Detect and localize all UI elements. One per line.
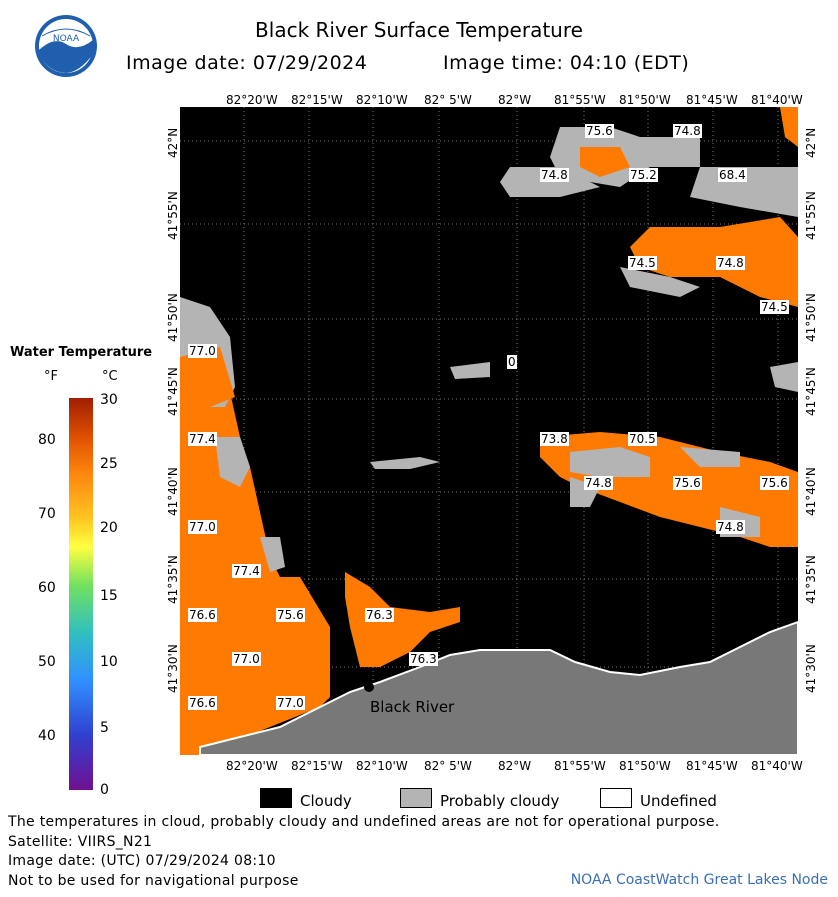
lon-label: 82°10'W xyxy=(356,93,408,107)
warm-water-northeast xyxy=(500,107,798,307)
tick-c: 25 xyxy=(100,456,118,472)
temp-label: 70.5 xyxy=(628,432,657,446)
temp-label: 77.0 xyxy=(188,520,217,534)
lat-label: 41°50'N xyxy=(166,293,180,342)
key-probably-cloudy-swatch xyxy=(400,788,432,808)
lon-label: 82°15'W xyxy=(291,759,343,773)
black-river-marker xyxy=(364,682,374,692)
lat-label: 41°35'N xyxy=(804,555,818,604)
lon-label: 82°20'W xyxy=(226,759,278,773)
temp-label: 74.8 xyxy=(673,124,702,138)
temp-label: 74.5 xyxy=(760,300,789,314)
tick-f: 50 xyxy=(38,654,56,670)
probably-cloudy-patch xyxy=(450,362,490,379)
temp-label: 77.0 xyxy=(188,344,217,358)
page-title: Black River Surface Temperature xyxy=(255,18,583,42)
temp-label: 77.0 xyxy=(232,652,261,666)
image-date: Image date: 07/29/2024 xyxy=(126,52,368,74)
lat-label: 41°40'N xyxy=(804,467,818,516)
temp-label: 68.4 xyxy=(718,168,747,182)
lat-label: 41°30'N xyxy=(804,644,818,693)
tick-f: 60 xyxy=(38,580,56,596)
temp-label: 77.4 xyxy=(232,564,261,578)
lon-label: 82°W xyxy=(498,93,532,107)
lon-label: 81°45'W xyxy=(686,759,738,773)
land-area xyxy=(199,620,798,755)
lat-label: 41°45'N xyxy=(166,367,180,416)
tick-c: 15 xyxy=(100,588,118,604)
lon-label: 81°55'W xyxy=(554,93,606,107)
logo-text: NOAA xyxy=(53,34,80,44)
place-label-black-river: Black River xyxy=(370,698,455,716)
lon-label: 82° 5'W xyxy=(424,93,472,107)
lat-label: 41°40'N xyxy=(166,467,180,516)
temp-label: 76.3 xyxy=(365,608,394,622)
lon-label: 82°10'W xyxy=(356,759,408,773)
lon-label: 82°15'W xyxy=(291,93,343,107)
footer-navigation-note: Not to be used for navigational purpose xyxy=(8,873,299,889)
footer-credit: NOAA CoastWatch Great Lakes Node xyxy=(570,872,828,888)
lat-label: 41°55'N xyxy=(166,191,180,240)
key-undefined-label: Undefined xyxy=(640,792,717,810)
temp-label: 75.6 xyxy=(673,476,702,490)
temp-label: 77.4 xyxy=(188,432,217,446)
footer-satellite: Satellite: VIIRS_N21 xyxy=(8,834,153,850)
temp-label: 74.8 xyxy=(716,256,745,270)
key-probably-cloudy-label: Probably cloudy xyxy=(440,792,560,810)
tick-c: 0 xyxy=(100,782,109,798)
color-bar xyxy=(69,398,93,790)
temp-label: 0 xyxy=(507,355,517,369)
lat-label: 41°50'N xyxy=(804,293,818,342)
temp-label: 73.8 xyxy=(540,432,569,446)
probably-cloudy-patch xyxy=(770,362,798,392)
lat-label: 41°55'N xyxy=(804,191,818,240)
lon-label: 81°40'W xyxy=(751,759,803,773)
tick-c: 10 xyxy=(100,654,118,670)
unit-fahrenheit: °F xyxy=(44,369,58,384)
unit-celsius: °C xyxy=(102,369,118,384)
temp-label: 75.2 xyxy=(629,168,658,182)
temp-label: 76.6 xyxy=(188,696,217,710)
probably-cloudy-patch xyxy=(370,457,440,469)
lon-label: 82° 5'W xyxy=(424,759,472,773)
temperature-map xyxy=(180,107,798,755)
footer-image-date: Image date: (UTC) 07/29/2024 08:10 xyxy=(8,853,276,869)
temp-label: 76.3 xyxy=(409,652,438,666)
image-time: Image time: 04:10 (EDT) xyxy=(443,52,690,74)
lon-label: 81°40'W xyxy=(751,93,803,107)
key-undefined-swatch xyxy=(600,788,632,808)
lat-label: 41°35'N xyxy=(166,555,180,604)
lon-label: 81°50'W xyxy=(619,759,671,773)
lon-label: 82°W xyxy=(498,759,532,773)
temp-label: 77.0 xyxy=(276,696,305,710)
key-cloudy-swatch xyxy=(260,788,292,808)
temp-label: 74.8 xyxy=(716,520,745,534)
temp-label: 74.5 xyxy=(628,256,657,270)
tick-f: 70 xyxy=(38,506,56,522)
tick-c: 20 xyxy=(100,520,118,536)
legend-title: Water Temperature xyxy=(10,345,153,360)
temp-label: 75.6 xyxy=(760,476,789,490)
tick-c: 30 xyxy=(100,392,118,408)
lon-label: 81°55'W xyxy=(554,759,606,773)
temp-label: 74.8 xyxy=(540,168,569,182)
tick-f: 40 xyxy=(38,728,56,744)
temp-label: 75.6 xyxy=(585,124,614,138)
lon-label: 82°20'W xyxy=(226,93,278,107)
lon-label: 81°50'W xyxy=(619,93,671,107)
key-cloudy-label: Cloudy xyxy=(300,792,352,810)
footer-disclaimer: The temperatures in cloud, probably clou… xyxy=(8,814,720,830)
lat-label: 42°N xyxy=(166,127,180,158)
noaa-logo: NOAA xyxy=(34,14,98,78)
lat-label: 41°45'N xyxy=(804,367,818,416)
temp-label: 76.6 xyxy=(188,608,217,622)
tick-c: 5 xyxy=(100,720,109,736)
lat-label: 41°30'N xyxy=(166,644,180,693)
tick-f: 80 xyxy=(38,432,56,448)
temp-label: 75.6 xyxy=(276,608,305,622)
lat-label: 42°N xyxy=(804,127,818,158)
temp-label: 74.8 xyxy=(584,476,613,490)
lon-label: 81°45'W xyxy=(686,93,738,107)
